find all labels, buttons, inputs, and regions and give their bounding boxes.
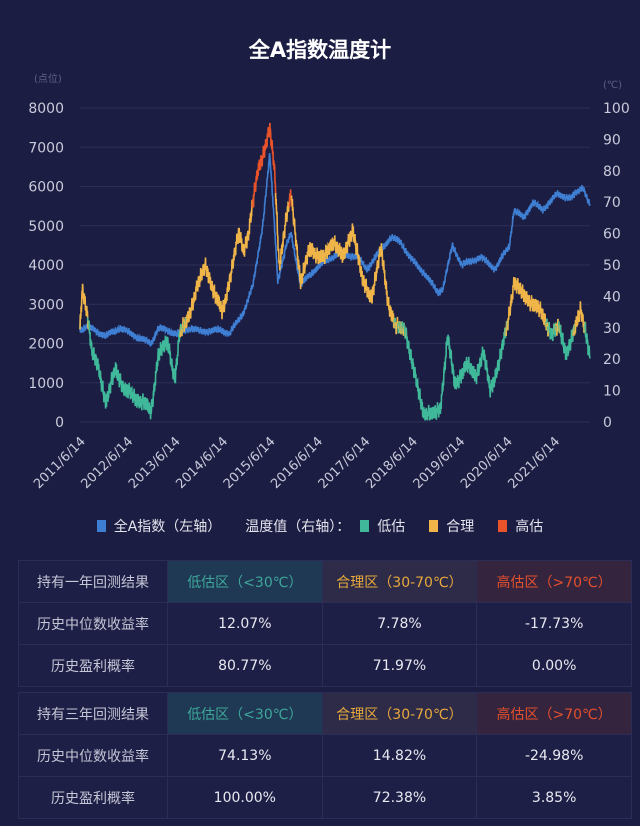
legend-index: 全A指数（左轴） [96,516,222,536]
temperature-mid-segment [275,193,291,271]
table-cell: 0.00% [476,644,632,687]
temperature-high-segment [252,122,277,208]
index-temperature-chart: 0 1000 2000 3000 4000 5000 6000 7000 8000 0 10 20 30… [28,72,630,492]
y-left-tick-label: 6000 [28,180,64,196]
temperature-mid-segment [185,200,253,329]
chart-title: 全A指数温度计 [248,38,392,62]
table-cell: 12.07% [167,602,323,645]
y-right-tick-label: 40 [603,289,621,305]
table-cell: 100.00% [167,776,323,819]
y-left-tick-label: 1000 [28,376,64,392]
table-cell: 71.97% [321,644,478,687]
table-row: 历史中位数收益率 12.07% 7.78% -17.73% [18,602,632,645]
table-cell: 80.77% [167,644,323,687]
table-cell: -17.73% [476,602,632,645]
y-right-tick-label: 10 [603,384,621,400]
legend-label: 全A指数（左轴） [113,519,222,535]
table-header-cell: 高估区（>70℃） [476,692,632,735]
table-cell: -24.98% [476,734,632,777]
y-left-tick-label: 2000 [28,337,64,353]
legend-mid: 合理 [429,516,474,536]
temperature-low-segment [88,320,182,420]
table-header-cell: 合理区（30-70℃） [321,560,478,603]
legend-swatch-index [96,520,106,532]
table-cell: 14.82% [321,734,478,777]
y-right-unit: (℃) [603,80,622,91]
legend-swatch-low [360,520,370,532]
table-cell: 7.78% [321,602,478,645]
temperature-mid-segment [291,198,396,329]
legend-label: 低估 [377,519,406,535]
three-year-backtest-table: 持有三年回测结果 低估区（<30℃） 合理区（30-70℃） 高估区（>70℃）… [18,692,632,819]
temperature-mid-segment [507,276,548,331]
table-row: 历史盈利概率 100.00% 72.38% 3.85% [18,776,632,819]
legend-high: 高估 [498,516,543,536]
table-header-cell: 低估区（<30℃） [167,560,323,603]
table-header-cell: 高估区（>70℃） [476,560,632,603]
y-right-tick-label: 20 [603,352,621,368]
table-row: 历史中位数收益率 74.13% 14.82% -24.98% [18,734,632,777]
row-label: 历史中位数收益率 [18,734,168,777]
table-row: 历史盈利概率 80.77% 71.97% 0.00% [18,644,632,687]
legend-low: 低估 [360,516,405,536]
y-left-unit: (点位) [34,72,62,85]
legend-swatch-high [498,520,508,532]
y-left-tick-label: 3000 [28,297,64,313]
temperature-low-segment [584,322,591,359]
row-label: 历史盈利概率 [18,644,168,687]
table-header-cell: 持有三年回测结果 [18,692,168,735]
y-right-tick-label: 0 [603,415,612,431]
temperature-low-segment [405,327,506,421]
y-left-tick-label: 4000 [28,258,64,274]
y-left-tick-label: 7000 [28,140,64,156]
y-right-tick-label: 50 [603,258,621,274]
table-cell: 74.13% [167,734,323,777]
x-tick-label: 2021/6/14 [505,434,563,492]
row-label: 历史盈利概率 [18,776,168,819]
legend-label: 高估 [515,519,544,535]
table-header-cell: 低估区（<30℃） [167,692,323,735]
legend-label: 合理 [446,519,475,535]
row-label: 历史中位数收益率 [18,602,168,645]
y-left-tick-label: 5000 [28,219,64,235]
y-left-tick-label: 0 [55,415,64,431]
legend-temp-label: 温度值（右轴）： [245,519,351,535]
temperature-low-segment [559,324,575,360]
legend: 全A指数（左轴） 温度值（右轴）： 低估 合理 高估 [0,516,640,536]
temperature-mid-segment [574,301,585,334]
y-right-tick-label: 30 [603,321,621,337]
legend-swatch-mid [429,520,439,532]
one-year-backtest-table: 持有一年回测结果 低估区（<30℃） 合理区（30-70℃） 高估区（>70℃）… [18,560,632,687]
y-right-tick-label: 90 [603,132,621,148]
table-header-cell: 持有一年回测结果 [18,560,168,603]
table-cell: 3.85% [476,776,632,819]
table-header-row: 持有三年回测结果 低估区（<30℃） 合理区（30-70℃） 高估区（>70℃） [18,692,632,735]
y-right-tick-label: 60 [603,227,621,243]
table-header-cell: 合理区（30-70℃） [321,692,478,735]
y-right-tick-label: 100 [603,101,630,117]
table-header-row: 持有一年回测结果 低估区（<30℃） 合理区（30-70℃） 高估区（>70℃） [18,560,632,603]
table-cell: 72.38% [321,776,478,819]
temperature-mid-segment [79,283,89,330]
y-left-tick-label: 8000 [28,101,64,117]
index-series-line [79,153,591,347]
y-right-tick-label: 70 [603,195,621,211]
y-right-tick-label: 80 [603,164,621,180]
